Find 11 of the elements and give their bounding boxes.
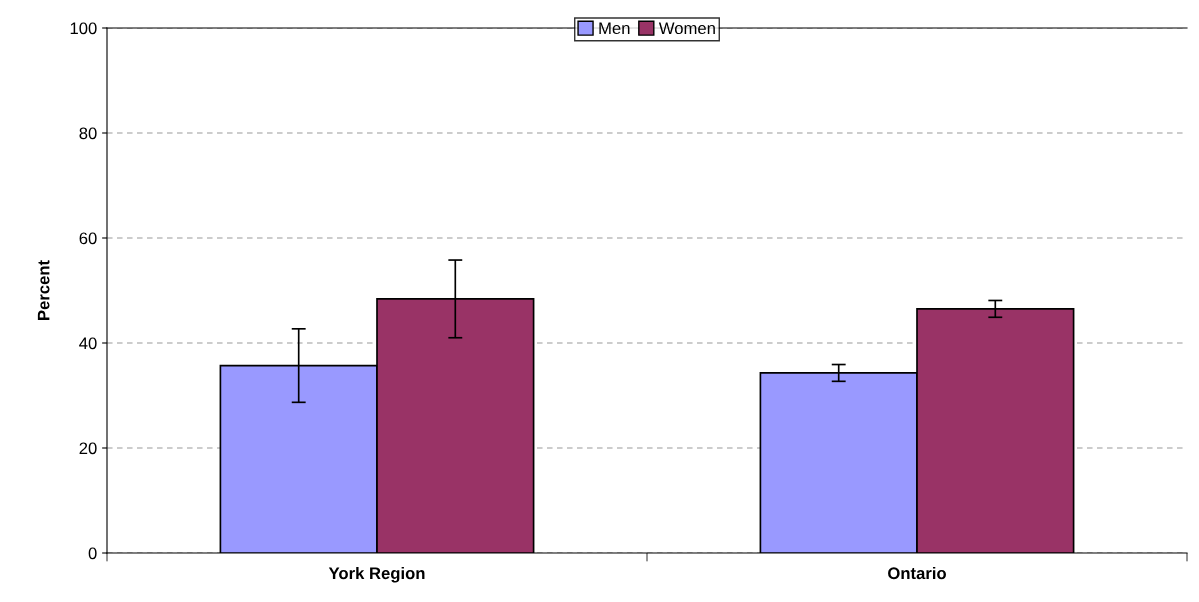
x-tick-label: York Region	[328, 566, 425, 583]
y-tick-label: 80	[79, 127, 97, 140]
y-tick-label: 40	[79, 337, 97, 350]
y-axis-title: Percent	[37, 260, 50, 320]
y-tick-label: 20	[79, 442, 97, 455]
legend-label: Women	[658, 22, 715, 35]
y-tick-label: 0	[88, 547, 97, 560]
y-tick-label: 100	[70, 22, 97, 35]
legend-label: Men	[599, 22, 630, 35]
y-tick-label: 60	[79, 232, 97, 245]
x-tick-label: Ontario	[888, 566, 946, 580]
